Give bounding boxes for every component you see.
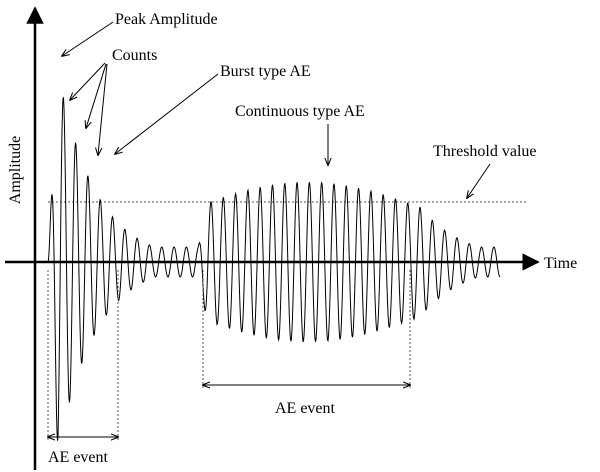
arrow	[98, 63, 108, 155]
annotation: Burst type AE	[220, 63, 311, 80]
arrow	[115, 73, 219, 154]
arrow	[70, 62, 106, 100]
arrow	[467, 163, 491, 198]
annotation: Counts	[112, 47, 157, 64]
y-label: Amplitude	[7, 136, 24, 204]
annotation: Threshold value	[433, 143, 537, 160]
event-label: AE event	[275, 400, 336, 417]
annotation: Peak Amplitude	[115, 11, 218, 28]
waveform	[47, 96, 501, 441]
arrow	[86, 63, 107, 128]
x-label: Time	[544, 255, 577, 272]
arrow	[62, 21, 114, 56]
annotation: Continuous type AE	[235, 103, 365, 120]
event-label: AE event	[48, 449, 109, 466]
